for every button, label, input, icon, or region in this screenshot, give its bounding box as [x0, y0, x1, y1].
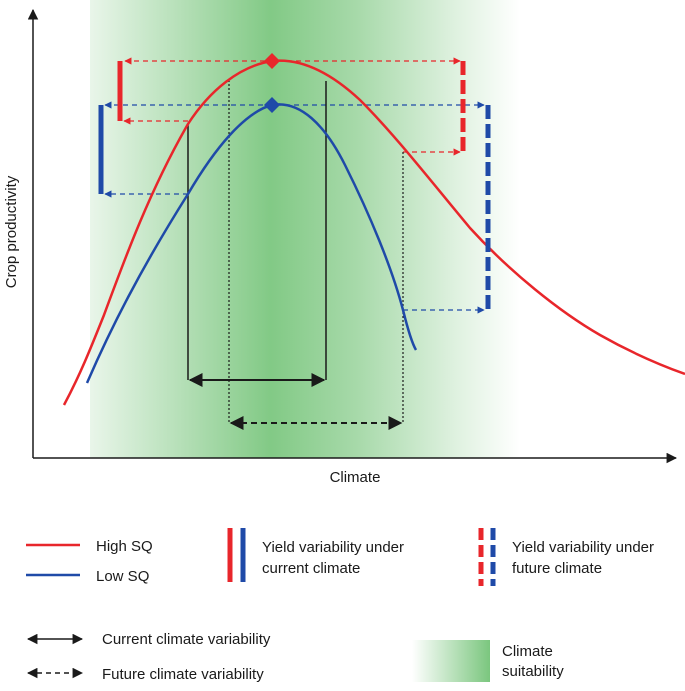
legend-future-climate-label: Future climate variability [102, 666, 264, 683]
legend-high-sq-label: High SQ [96, 538, 153, 555]
legend-current-yield-label-2: current climate [262, 560, 360, 577]
legend-future-yield-label-2: future climate [512, 560, 602, 577]
low-sq-peak-marker [264, 97, 280, 113]
x-axis-label: Climate [330, 469, 381, 486]
legend-climate-suitability-label-2: suitability [502, 663, 564, 680]
legend-climate-suitability-label-1: Climate [502, 643, 553, 660]
high-sq-curve [62, 59, 685, 406]
legend-low-sq-label: Low SQ [96, 568, 149, 585]
legend-climate-suitability-swatch [412, 640, 490, 682]
legend: High SQ Low SQ Yield variability under c… [26, 528, 654, 683]
legend-current-climate-label: Current climate variability [102, 631, 271, 648]
low-sq-curve [85, 103, 418, 384]
climate-suitability-band [90, 0, 520, 458]
high-sq-peak-marker [264, 53, 280, 69]
legend-current-yield-label-1: Yield variability under [262, 539, 404, 556]
legend-future-yield-label-1: Yield variability under [512, 539, 654, 556]
y-axis-label: Crop productivity [3, 175, 20, 288]
